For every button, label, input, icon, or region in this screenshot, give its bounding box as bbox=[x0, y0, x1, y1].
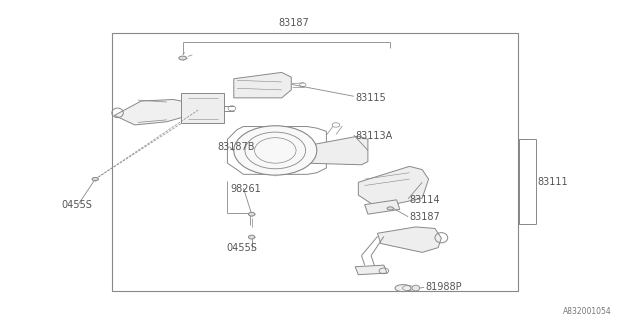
Text: 98261: 98261 bbox=[230, 184, 261, 194]
Text: A832001054: A832001054 bbox=[563, 307, 611, 316]
Text: 81988P: 81988P bbox=[426, 283, 462, 292]
Text: 83113A: 83113A bbox=[355, 131, 392, 141]
Ellipse shape bbox=[387, 207, 394, 210]
Ellipse shape bbox=[395, 284, 411, 292]
Polygon shape bbox=[355, 265, 387, 275]
Text: 0455S: 0455S bbox=[226, 243, 257, 252]
Ellipse shape bbox=[234, 126, 317, 175]
Text: 83114: 83114 bbox=[410, 195, 440, 205]
Text: 0455S: 0455S bbox=[61, 200, 92, 210]
Text: 83187: 83187 bbox=[278, 18, 309, 28]
Text: 83115: 83115 bbox=[355, 93, 386, 103]
Polygon shape bbox=[181, 93, 224, 123]
Polygon shape bbox=[234, 72, 291, 98]
Ellipse shape bbox=[248, 212, 255, 216]
Ellipse shape bbox=[412, 285, 420, 291]
Text: 83111: 83111 bbox=[537, 177, 568, 187]
Polygon shape bbox=[358, 166, 429, 208]
Ellipse shape bbox=[179, 56, 186, 60]
Polygon shape bbox=[115, 100, 198, 125]
Polygon shape bbox=[378, 227, 442, 252]
Polygon shape bbox=[307, 136, 368, 165]
Bar bbox=[113, 33, 518, 291]
Text: 83187: 83187 bbox=[410, 212, 440, 222]
Polygon shape bbox=[365, 200, 400, 214]
Text: 83187B: 83187B bbox=[218, 142, 255, 152]
Ellipse shape bbox=[92, 178, 99, 181]
Ellipse shape bbox=[248, 235, 255, 239]
